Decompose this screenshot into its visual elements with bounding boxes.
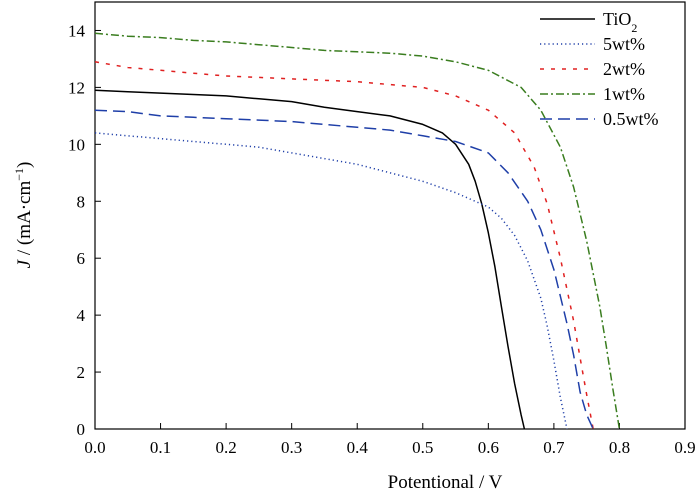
- legend-label-1: 5wt%: [603, 34, 645, 54]
- y-tick-label: 12: [68, 78, 85, 97]
- x-tick-label: 0.0: [84, 438, 105, 457]
- x-tick-label: 0.5: [412, 438, 433, 457]
- series-line-4: [94, 109, 594, 430]
- legend-label-text: 5wt%: [603, 34, 645, 54]
- x-axis-label: Potentional / V: [388, 472, 503, 493]
- x-tick-label: 0.3: [281, 438, 302, 457]
- legend-label-text: 0.5wt%: [603, 109, 659, 129]
- legend-label-0: TiO2: [603, 9, 637, 35]
- y-tick-label: 2: [77, 363, 86, 382]
- x-tick-label: 0.6: [478, 438, 499, 457]
- series-line-1: [94, 132, 568, 430]
- y-axis-label-close: ): [14, 162, 35, 168]
- y-tick-label: 8: [77, 192, 86, 211]
- legend-label-text: 2wt%: [603, 59, 645, 79]
- y-axis-label-unit: / (mA·cm: [14, 181, 35, 260]
- legend-label-4: 0.5wt%: [603, 109, 659, 129]
- y-tick-label: 10: [68, 135, 85, 154]
- plot-frame: [94, 1, 686, 430]
- y-axis-label-exponent: −1: [12, 168, 26, 181]
- legend-label-2: 2wt%: [603, 59, 645, 79]
- x-tick-label: 0.9: [674, 438, 695, 457]
- x-tick-label: 0.7: [543, 438, 565, 457]
- axis-ticks: 0.0 0.1 0.2 0.3 0.4 0.5 0.6 0.7 0.8 0.9 0 2 4 6 8 10 12 1…: [68, 21, 696, 457]
- legend-label-text: 1wt%: [603, 84, 645, 104]
- legend-label-3: 1wt%: [603, 84, 645, 104]
- y-axis-label-symbol: J: [14, 258, 35, 268]
- series-line-2: [94, 61, 594, 430]
- legend-label-text: TiO: [603, 9, 631, 29]
- x-tick-label: 0.4: [347, 438, 369, 457]
- y-axis-label: J / (mA·cm−1): [12, 162, 35, 269]
- x-tick-label: 0.1: [150, 438, 171, 457]
- y-tick-label: 4: [77, 306, 86, 325]
- series-line-3: [94, 32, 621, 430]
- x-tick-label: 0.2: [215, 438, 236, 457]
- series-line-0: [94, 89, 526, 430]
- legend-label-subscript: 2: [631, 21, 637, 35]
- series-lines: [94, 32, 621, 430]
- x-tick-label: 0.8: [609, 438, 630, 457]
- y-tick-label: 0: [77, 420, 86, 439]
- y-tick-label: 6: [77, 249, 86, 268]
- y-tick-label: 14: [68, 21, 86, 40]
